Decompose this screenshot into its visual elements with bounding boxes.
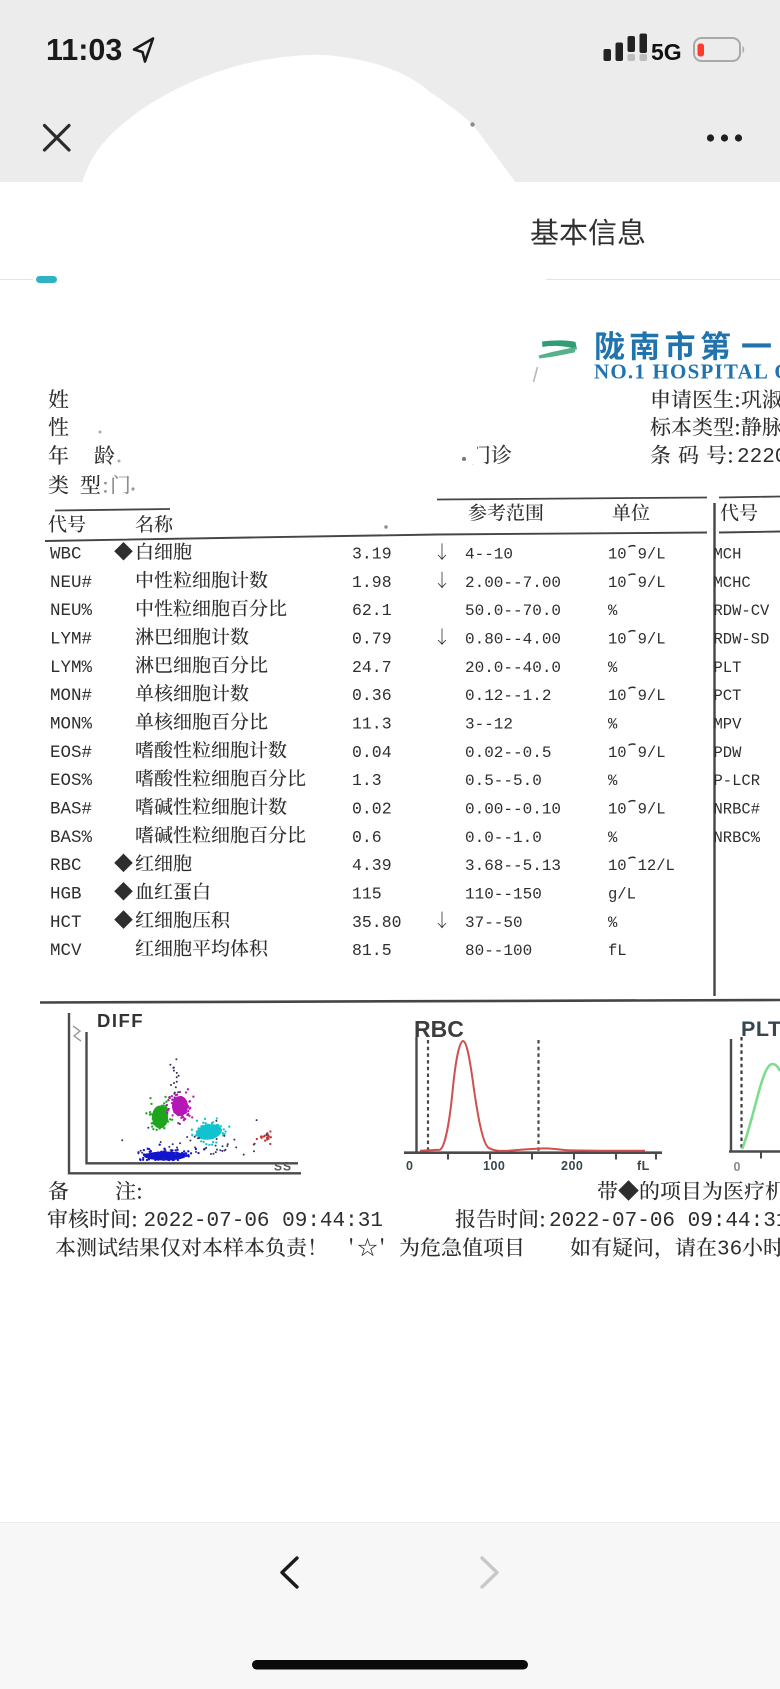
svg-text:9/L: 9/L — [638, 800, 666, 818]
svg-text:PDW: PDW — [714, 744, 743, 762]
svg-text:RDW-SD: RDW-SD — [714, 630, 770, 648]
svg-text:HCT: HCT — [50, 913, 82, 933]
svg-text:LYM%: LYM% — [50, 658, 93, 678]
svg-text:2220: 2220 — [737, 446, 780, 469]
svg-text:62.1: 62.1 — [352, 601, 392, 620]
svg-text:%: % — [608, 659, 618, 677]
svg-text:%: % — [608, 914, 618, 932]
svg-text:10: 10 — [608, 800, 627, 818]
svg-text:110--150: 110--150 — [465, 885, 542, 903]
svg-text:3.19: 3.19 — [352, 545, 392, 564]
svg-text:10: 10 — [608, 630, 627, 648]
svg-text:DIFF: DIFF — [97, 1010, 144, 1031]
svg-text:0.5--5.0: 0.5--5.0 — [465, 772, 542, 790]
svg-text:%: % — [608, 772, 618, 790]
svg-text:20.0--40.0: 20.0--40.0 — [465, 659, 561, 677]
svg-text:4.39: 4.39 — [352, 856, 392, 875]
svg-text:MON#: MON# — [50, 686, 92, 706]
svg-text:0.02: 0.02 — [352, 799, 392, 818]
svg-text:37--50: 37--50 — [465, 914, 523, 932]
svg-text:EOS%: EOS% — [50, 771, 93, 791]
svg-text:2022-07-06 09:44:31: 2022-07-06 09:44:31 — [144, 1210, 383, 1233]
svg-text:PLT: PLT — [741, 1017, 780, 1041]
svg-text:9/L: 9/L — [638, 744, 666, 762]
svg-text:NRBC#: NRBC# — [714, 800, 761, 818]
svg-text:0: 0 — [406, 1159, 413, 1173]
svg-text:NEU%: NEU% — [50, 601, 93, 621]
svg-text:36: 36 — [717, 1239, 742, 1262]
svg-text:0.00--0.10: 0.00--0.10 — [465, 800, 561, 818]
svg-text:SS: SS — [274, 1160, 292, 1174]
svg-text:9/L: 9/L — [638, 630, 666, 648]
svg-text:NO.1 HOSPITAL OF: NO.1 HOSPITAL OF — [594, 360, 780, 384]
svg-text:0.80--4.00: 0.80--4.00 — [465, 630, 561, 648]
svg-text:HGB: HGB — [50, 884, 82, 904]
svg-text:EOS#: EOS# — [50, 743, 92, 763]
svg-text:10: 10 — [608, 687, 627, 705]
svg-text:50.0--70.0: 50.0--70.0 — [465, 602, 561, 620]
svg-text:115: 115 — [352, 884, 382, 903]
svg-text:MPV: MPV — [714, 715, 743, 733]
svg-text:1.98: 1.98 — [352, 573, 392, 592]
svg-text:NRBC%: NRBC% — [714, 829, 761, 847]
svg-text:200: 200 — [561, 1159, 583, 1173]
svg-text:3--12: 3--12 — [465, 715, 513, 733]
svg-text:0.6: 0.6 — [352, 828, 382, 847]
svg-text:12/L: 12/L — [638, 857, 675, 875]
svg-text:P-LCR: P-LCR — [714, 772, 761, 790]
svg-text:3.68--5.13: 3.68--5.13 — [465, 857, 561, 875]
svg-text:2.00--7.00: 2.00--7.00 — [465, 574, 561, 592]
svg-text:RBC: RBC — [414, 1016, 464, 1042]
svg-text:g/L: g/L — [608, 885, 636, 903]
svg-text:%: % — [608, 602, 618, 620]
svg-text:BAS%: BAS% — [50, 828, 93, 848]
svg-text:%: % — [608, 715, 618, 733]
svg-text:0.79: 0.79 — [352, 629, 392, 648]
svg-text:80--100: 80--100 — [465, 942, 532, 960]
svg-text:fL: fL — [608, 942, 627, 960]
svg-text:10: 10 — [608, 744, 627, 762]
svg-text:WBC: WBC — [50, 545, 82, 565]
svg-text:9/L: 9/L — [638, 574, 666, 592]
svg-text:0.02--0.5: 0.02--0.5 — [465, 744, 551, 762]
svg-text:0.12--1.2: 0.12--1.2 — [465, 687, 551, 705]
svg-text:0: 0 — [734, 1160, 741, 1174]
svg-text:MCV: MCV — [50, 941, 82, 961]
svg-text:NEU#: NEU# — [50, 573, 92, 593]
svg-text:81.5: 81.5 — [352, 941, 392, 960]
svg-text:%: % — [608, 829, 618, 847]
svg-text:fL: fL — [637, 1159, 650, 1173]
svg-text:100: 100 — [483, 1159, 505, 1173]
svg-text:11.3: 11.3 — [352, 714, 392, 733]
svg-text:9/L: 9/L — [638, 546, 666, 564]
svg-text:PCT: PCT — [714, 687, 742, 705]
svg-text:0.0--1.0: 0.0--1.0 — [465, 829, 542, 847]
svg-text:24.7: 24.7 — [352, 658, 392, 677]
svg-text:10: 10 — [608, 857, 627, 875]
svg-text:MCHC: MCHC — [714, 574, 751, 592]
svg-text:10: 10 — [608, 546, 627, 564]
svg-text:0.04: 0.04 — [352, 743, 392, 762]
svg-text:MON%: MON% — [50, 714, 93, 734]
svg-text:2022-07-06 09:44:31: 2022-07-06 09:44:31 — [549, 1210, 780, 1233]
svg-text:BAS#: BAS# — [50, 799, 92, 819]
svg-text:RBC: RBC — [50, 856, 82, 876]
svg-text:35.80: 35.80 — [352, 913, 402, 932]
svg-text:1.3: 1.3 — [352, 771, 382, 790]
svg-text:PLT: PLT — [714, 659, 742, 677]
svg-text:4--10: 4--10 — [465, 546, 513, 564]
svg-text:0.36: 0.36 — [352, 686, 392, 705]
svg-text:10: 10 — [608, 574, 627, 592]
svg-text:5G: 5G — [651, 39, 682, 65]
svg-text:9/L: 9/L — [638, 687, 666, 705]
svg-text:LYM#: LYM# — [50, 629, 92, 649]
svg-text:MCH: MCH — [714, 546, 742, 564]
svg-text:RDW-CV: RDW-CV — [714, 602, 771, 620]
